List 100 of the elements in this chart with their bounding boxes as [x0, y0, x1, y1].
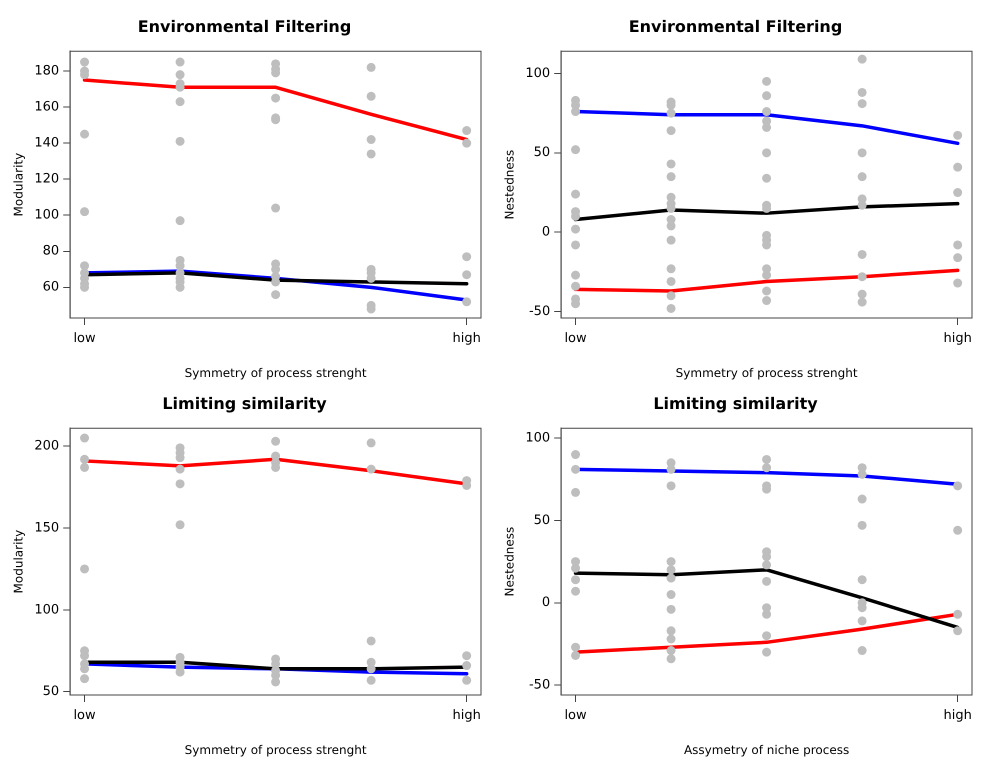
point — [666, 172, 676, 182]
point — [666, 481, 676, 490]
point — [762, 296, 772, 306]
point — [762, 91, 772, 100]
point — [366, 676, 376, 685]
x-axis-title: Assymetry of niche process — [684, 742, 850, 757]
point — [858, 494, 867, 504]
point — [858, 88, 867, 97]
point — [666, 291, 676, 300]
point — [858, 616, 867, 626]
chart-title: Environmental Filtering — [138, 16, 352, 36]
point — [666, 236, 676, 245]
point — [462, 661, 472, 670]
x-tick-label: high — [452, 708, 481, 724]
x-tick-label: high — [452, 331, 481, 346]
y-tick-label: 50 — [534, 512, 550, 528]
y-axis-title: Nestedness — [502, 526, 516, 597]
y-axis-title: Nestedness — [502, 150, 516, 220]
point — [762, 576, 772, 586]
point — [666, 108, 676, 118]
point — [571, 282, 580, 291]
x-axis-title: Symmetry of process strenght — [184, 742, 367, 757]
y-axis-title: Modularity — [11, 152, 26, 216]
point — [462, 651, 472, 660]
chart-title: Limiting similarity — [653, 394, 818, 413]
point — [858, 298, 867, 307]
point — [858, 290, 867, 299]
y-tick-label: 80 — [42, 244, 60, 259]
point — [271, 290, 280, 300]
point — [858, 646, 867, 656]
point — [571, 464, 580, 474]
point — [366, 438, 376, 448]
point — [462, 297, 472, 306]
point — [462, 126, 472, 136]
point — [176, 97, 185, 106]
point — [271, 204, 280, 213]
point — [762, 107, 772, 116]
point — [953, 278, 962, 288]
point — [366, 62, 376, 72]
x-tick-label: low — [73, 708, 96, 724]
point — [271, 436, 280, 446]
point — [762, 76, 772, 86]
point — [462, 270, 472, 280]
point — [176, 70, 185, 80]
chart-title: Limiting similarity — [162, 394, 328, 413]
point — [666, 654, 676, 664]
point — [953, 626, 962, 636]
point — [858, 250, 867, 259]
point — [366, 636, 376, 646]
point — [80, 207, 90, 216]
point — [858, 575, 867, 584]
x-tick-label: low — [564, 708, 588, 724]
point — [858, 520, 867, 530]
point — [762, 286, 772, 296]
y-tick-label: 200 — [34, 438, 60, 454]
point — [571, 270, 580, 280]
point — [571, 450, 580, 460]
point — [953, 130, 962, 140]
point — [271, 94, 280, 103]
y-tick-label: 100 — [34, 602, 60, 618]
point — [666, 646, 676, 656]
point — [953, 526, 962, 535]
point — [953, 240, 962, 250]
point — [571, 240, 580, 250]
point — [666, 565, 676, 574]
y-tick-label: 140 — [34, 136, 60, 151]
y-tick-label: 100 — [34, 208, 60, 223]
point — [762, 454, 772, 464]
point — [176, 479, 185, 488]
point — [571, 145, 580, 154]
y-tick-label: 50 — [42, 684, 60, 700]
point — [953, 162, 962, 172]
point — [80, 462, 90, 472]
point — [366, 135, 376, 144]
point — [666, 604, 676, 614]
point — [666, 574, 676, 583]
point — [666, 590, 676, 600]
y-tick-label: 0 — [542, 595, 550, 610]
point — [666, 126, 676, 136]
point — [366, 464, 376, 474]
point — [762, 631, 772, 640]
point — [80, 130, 90, 139]
point — [571, 575, 580, 584]
y-tick-label: 50 — [534, 145, 550, 160]
y-tick-label: 100 — [525, 430, 550, 446]
y-tick-label: 150 — [34, 520, 60, 536]
x-tick-label: high — [944, 708, 972, 724]
y-tick-label: -50 — [528, 677, 550, 692]
point — [666, 626, 676, 636]
point — [858, 54, 867, 64]
point — [80, 454, 90, 464]
point — [762, 148, 772, 158]
point — [80, 564, 90, 574]
point — [666, 264, 676, 274]
point — [462, 138, 472, 148]
point — [366, 149, 376, 158]
point — [571, 642, 580, 652]
point — [80, 434, 90, 443]
point — [462, 676, 472, 685]
point — [953, 610, 962, 619]
